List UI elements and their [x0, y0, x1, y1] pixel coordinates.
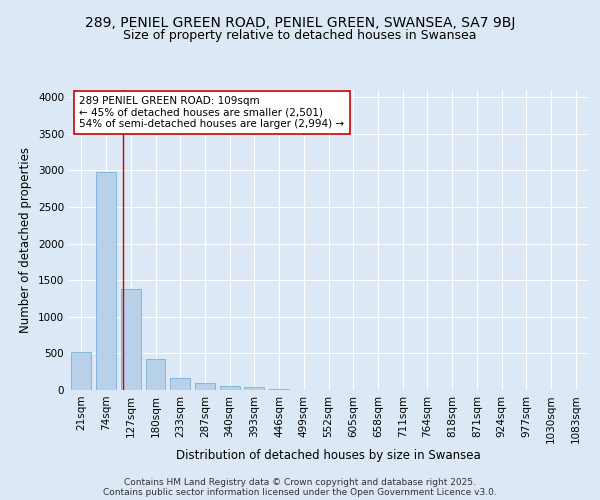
Text: 289, PENIEL GREEN ROAD, PENIEL GREEN, SWANSEA, SA7 9BJ: 289, PENIEL GREEN ROAD, PENIEL GREEN, SW… — [85, 16, 515, 30]
Bar — [244, 387, 264, 390]
Text: Contains HM Land Registry data © Crown copyright and database right 2025.
Contai: Contains HM Land Registry data © Crown c… — [103, 478, 497, 497]
X-axis label: Distribution of detached houses by size in Swansea: Distribution of detached houses by size … — [176, 449, 481, 462]
Bar — [146, 360, 166, 390]
Text: 289 PENIEL GREEN ROAD: 109sqm
← 45% of detached houses are smaller (2,501)
54% o: 289 PENIEL GREEN ROAD: 109sqm ← 45% of d… — [79, 96, 344, 129]
Bar — [96, 172, 116, 390]
Bar — [170, 378, 190, 390]
Bar — [220, 386, 239, 390]
Bar — [71, 352, 91, 390]
Text: Size of property relative to detached houses in Swansea: Size of property relative to detached ho… — [123, 30, 477, 43]
Y-axis label: Number of detached properties: Number of detached properties — [19, 147, 32, 333]
Bar — [195, 384, 215, 390]
Bar — [121, 289, 140, 390]
